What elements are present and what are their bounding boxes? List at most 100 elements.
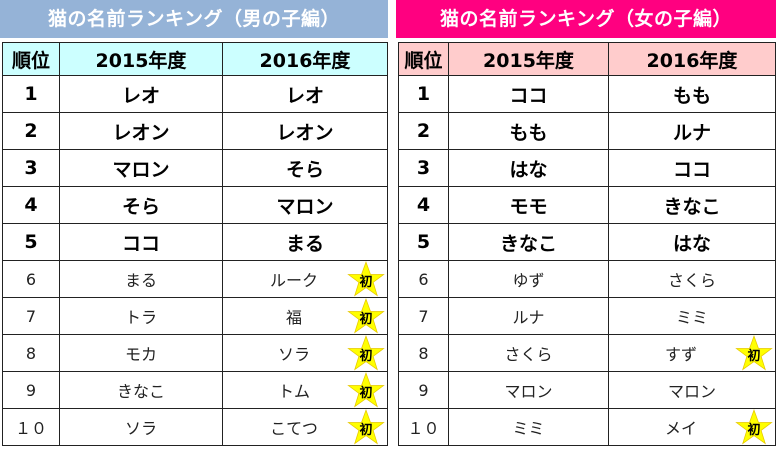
table-row: 4 モモ きなこ [398, 186, 776, 224]
name-2016-text: そら [285, 158, 324, 181]
girls-ranking-panel: 猫の名前ランキング（女の子編） 順位 2015年度 2016年度 1 ココ もも 2 も… [396, 0, 776, 446]
name-2016-text: ミミ [675, 308, 708, 327]
rank-cell: 2 [2, 112, 60, 150]
name-2015-cell: もも [448, 112, 609, 150]
name-2016-cell: きなこ [608, 186, 776, 224]
name-2016-cell: メイ 初 [608, 408, 776, 446]
name-2016-cell: マロン [222, 186, 388, 224]
rank-cell: 2 [398, 112, 449, 150]
table-row: 7 ルナ ミミ [398, 297, 776, 335]
table-row: 9 きなこ トム 初 [2, 371, 388, 409]
rank-cell: 6 [398, 260, 449, 298]
name-2016-cell: そら [222, 149, 388, 187]
name-2016-text: さくら [667, 271, 716, 290]
name-2016-text: マロン [667, 382, 716, 401]
name-2016-text: まる [285, 232, 324, 255]
rank-cell: 4 [398, 186, 449, 224]
boys-ranking-panel: 猫の名前ランキング（男の子編） 順位 2015年度 2016年度 1 レオ レオ 2 レ… [0, 0, 388, 446]
rank-cell: 3 [398, 149, 449, 187]
rank-cell: 1 [398, 75, 449, 113]
table-header-row: 順位 2015年度 2016年度 [398, 42, 776, 76]
name-2015-cell: ゆず [448, 260, 609, 298]
table-row: １０ ミミ メイ 初 [398, 408, 776, 446]
name-2016-cell: ココ [608, 149, 776, 187]
rank-cell: 6 [2, 260, 60, 298]
rank-cell: １０ [398, 408, 449, 446]
name-2015-cell: マロン [448, 371, 609, 409]
name-2015-cell: モカ [59, 334, 223, 372]
table-row: 6 まる ルーク 初 [2, 260, 388, 298]
boys-ranking-title: 猫の名前ランキング（男の子編） [0, 0, 388, 38]
name-2016-text: ソラ [277, 345, 310, 364]
first-entry-star-icon: 初 [735, 335, 773, 371]
year-2015-header: 2015年度 [448, 42, 609, 76]
girls-ranking-table: 順位 2015年度 2016年度 1 ココ もも 2 もも ルナ 3 はな ココ 4 モモ きなこ 5 き… [398, 42, 776, 446]
name-2015-cell: そら [59, 186, 223, 224]
girls-ranking-title: 猫の名前ランキング（女の子編） [396, 0, 776, 38]
name-2016-text: 福 [285, 308, 302, 327]
table-row: 7 トラ福初 [2, 297, 388, 335]
name-2016-text: レオ [285, 84, 324, 107]
name-2016-cell: こてつ 初 [222, 408, 388, 446]
name-2015-cell: モモ [448, 186, 609, 224]
rank-cell: 5 [2, 223, 60, 261]
name-2016-cell: はな [608, 223, 776, 261]
name-2016-cell: ルーク 初 [222, 260, 388, 298]
first-entry-star-icon: 初 [735, 409, 773, 445]
name-2016-cell: ミミ [608, 297, 776, 335]
year-2015-header: 2015年度 [59, 42, 223, 76]
name-2016-text: はな [672, 232, 711, 255]
table-row: 1 レオ レオ [2, 75, 388, 113]
name-2015-cell: レオン [59, 112, 223, 150]
name-2016-text: トム [277, 382, 310, 401]
name-2015-cell: トラ [59, 297, 223, 335]
table-row: 2 もも ルナ [398, 112, 776, 150]
table-row: 8 モカ ソラ 初 [2, 334, 388, 372]
rank-cell: 1 [2, 75, 60, 113]
name-2015-cell: ココ [59, 223, 223, 261]
rank-cell: 3 [2, 149, 60, 187]
name-2015-cell: はな [448, 149, 609, 187]
name-2015-cell: まる [59, 260, 223, 298]
name-2016-cell: すず 初 [608, 334, 776, 372]
first-entry-star-icon: 初 [347, 372, 385, 408]
name-2016-cell: さくら [608, 260, 776, 298]
rank-header: 順位 [398, 42, 449, 76]
name-2016-text: ルーク [269, 271, 318, 290]
rank-header: 順位 [2, 42, 60, 76]
name-2015-cell: ソラ [59, 408, 223, 446]
rank-cell: 4 [2, 186, 60, 224]
name-2016-text: こてつ [270, 419, 318, 438]
boys-ranking-table: 順位 2015年度 2016年度 1 レオ レオ 2 レオン レオン 3 マロン そら 4 そら マロ… [2, 42, 388, 446]
rank-cell: 7 [398, 297, 449, 335]
name-2016-cell: もも [608, 75, 776, 113]
name-2015-cell: きなこ [59, 371, 223, 409]
year-2016-header: 2016年度 [608, 42, 776, 76]
table-row: 3 マロン そら [2, 149, 388, 187]
name-2016-text: マロン [276, 195, 334, 218]
name-2015-cell: マロン [59, 149, 223, 187]
name-2016-text: きなこ [663, 195, 721, 218]
table-row: 3 はな ココ [398, 149, 776, 187]
table-row: 5 きなこ はな [398, 223, 776, 261]
first-entry-badge-label: 初 [359, 312, 373, 327]
first-entry-star-icon: 初 [347, 261, 385, 297]
first-entry-badge-label: 初 [359, 275, 373, 290]
name-2016-text: レオン [276, 121, 334, 144]
name-2015-cell: レオ [59, 75, 223, 113]
name-2015-cell: さくら [448, 334, 609, 372]
name-2015-cell: ミミ [448, 408, 609, 446]
name-2015-cell: ルナ [448, 297, 609, 335]
table-header-row: 順位 2015年度 2016年度 [2, 42, 388, 76]
name-2016-text: ココ [672, 158, 711, 181]
first-entry-star-icon: 初 [347, 298, 385, 334]
name-2016-text: もも [672, 84, 711, 107]
name-2015-cell: ココ [448, 75, 609, 113]
table-row: 1 ココ もも [398, 75, 776, 113]
first-entry-badge-label: 初 [747, 349, 761, 364]
name-2016-cell: レオン [222, 112, 388, 150]
first-entry-badge-label: 初 [359, 386, 373, 401]
first-entry-star-icon: 初 [347, 335, 385, 371]
name-2016-text: ルナ [672, 121, 711, 144]
name-2016-cell: マロン [608, 371, 776, 409]
